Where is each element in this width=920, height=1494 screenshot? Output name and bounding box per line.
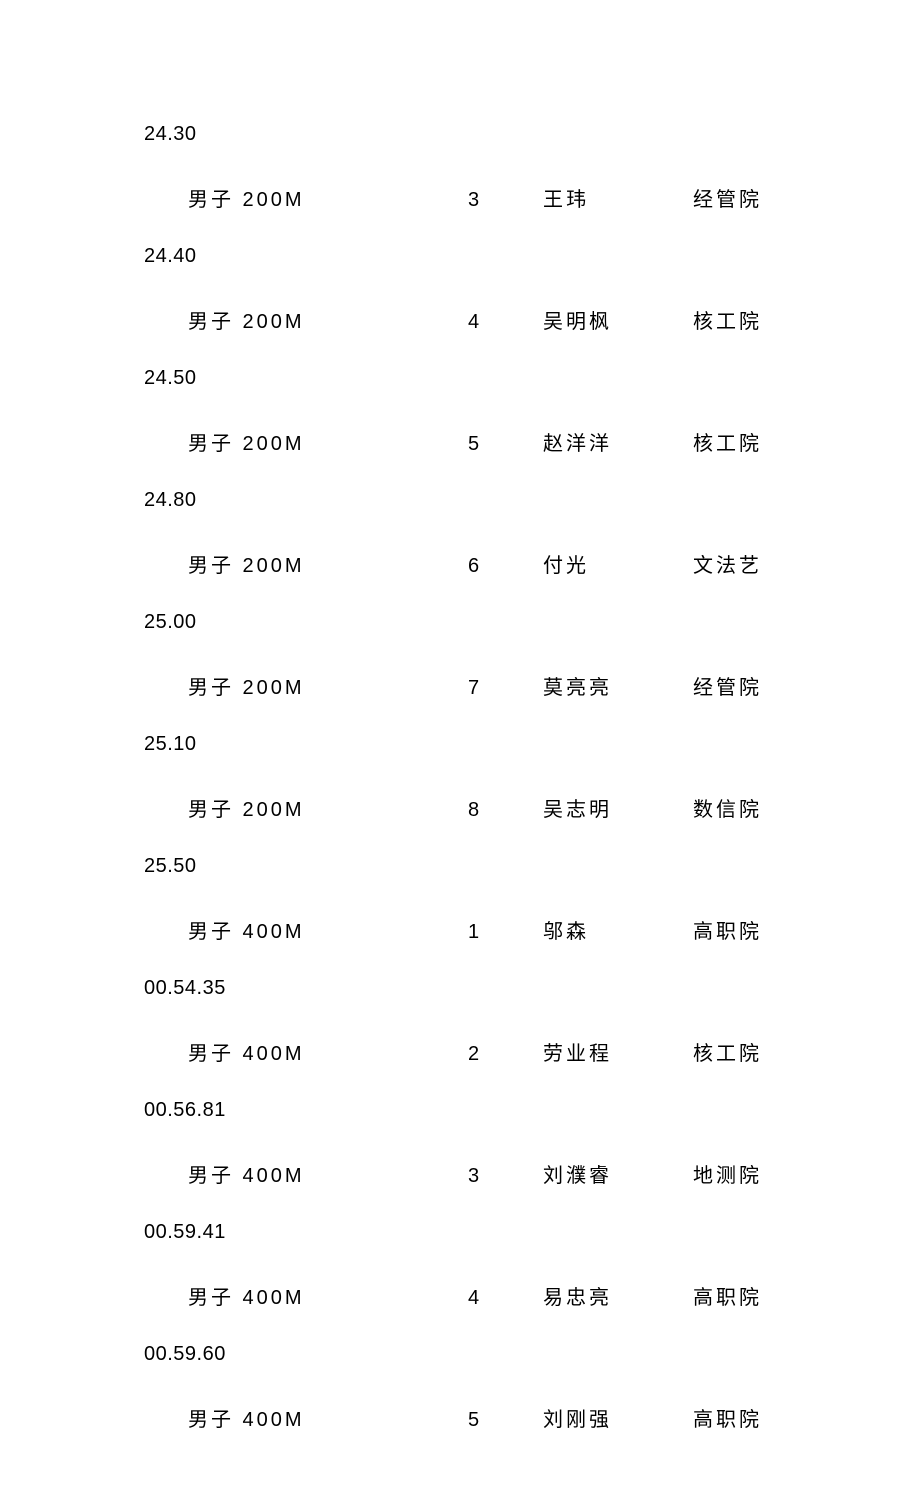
rank-cell: 5 xyxy=(468,430,543,458)
event-cell: 男子 200M xyxy=(188,186,468,214)
rank-cell: 2 xyxy=(468,1040,543,1068)
rank-cell: 4 xyxy=(468,1284,543,1312)
time-value: 00.59.41 xyxy=(60,1218,860,1246)
rank-cell: 8 xyxy=(468,796,543,824)
event-cell: 男子 200M xyxy=(188,796,468,824)
rank-cell: 7 xyxy=(468,674,543,702)
event-cell: 男子 400M xyxy=(188,1162,468,1190)
dept-cell: 文法艺 xyxy=(693,552,823,580)
dept-cell: 数信院 xyxy=(693,796,823,824)
leading-time-value: 24.30 xyxy=(60,120,860,148)
dept-cell: 经管院 xyxy=(693,674,823,702)
result-row: 男子 400M5刘刚强高职院 xyxy=(60,1406,860,1434)
result-row: 男子 400M2劳业程核工院 xyxy=(60,1040,860,1068)
rank-cell: 3 xyxy=(468,1162,543,1190)
name-cell: 易忠亮 xyxy=(543,1284,693,1312)
time-value: 25.00 xyxy=(60,608,860,636)
dept-cell: 高职院 xyxy=(693,918,823,946)
event-cell: 男子 400M xyxy=(188,1284,468,1312)
results-list: 男子 200M3王玮经管院24.40男子 200M4吴明枫核工院24.50男子 … xyxy=(60,186,860,1434)
time-value: 25.50 xyxy=(60,852,860,880)
result-row: 男子 200M7莫亮亮经管院 xyxy=(60,674,860,702)
name-cell: 吴明枫 xyxy=(543,308,693,336)
dept-cell: 地测院 xyxy=(693,1162,823,1190)
rank-cell: 3 xyxy=(468,186,543,214)
event-cell: 男子 400M xyxy=(188,1406,468,1434)
event-cell: 男子 400M xyxy=(188,1040,468,1068)
time-value: 00.59.60 xyxy=(60,1340,860,1368)
result-row: 男子 200M6付光文法艺 xyxy=(60,552,860,580)
rank-cell: 6 xyxy=(468,552,543,580)
rank-cell: 1 xyxy=(468,918,543,946)
result-row: 男子 200M5赵洋洋核工院 xyxy=(60,430,860,458)
name-cell: 劳业程 xyxy=(543,1040,693,1068)
dept-cell: 高职院 xyxy=(693,1284,823,1312)
time-value: 25.10 xyxy=(60,730,860,758)
result-row: 男子 200M8吴志明数信院 xyxy=(60,796,860,824)
rank-cell: 5 xyxy=(468,1406,543,1434)
result-row: 男子 200M4吴明枫核工院 xyxy=(60,308,860,336)
name-cell: 邬森 xyxy=(543,918,693,946)
result-row: 男子 200M3王玮经管院 xyxy=(60,186,860,214)
event-cell: 男子 200M xyxy=(188,308,468,336)
dept-cell: 高职院 xyxy=(693,1406,823,1434)
result-row: 男子 400M4易忠亮高职院 xyxy=(60,1284,860,1312)
name-cell: 赵洋洋 xyxy=(543,430,693,458)
results-page: 24.30 男子 200M3王玮经管院24.40男子 200M4吴明枫核工院24… xyxy=(0,0,920,1494)
dept-cell: 核工院 xyxy=(693,430,823,458)
dept-cell: 经管院 xyxy=(693,186,823,214)
name-cell: 刘刚强 xyxy=(543,1406,693,1434)
time-value: 00.54.35 xyxy=(60,974,860,1002)
dept-cell: 核工院 xyxy=(693,308,823,336)
event-cell: 男子 200M xyxy=(188,430,468,458)
dept-cell: 核工院 xyxy=(693,1040,823,1068)
event-cell: 男子 400M xyxy=(188,918,468,946)
time-value: 00.56.81 xyxy=(60,1096,860,1124)
result-row: 男子 400M1邬森高职院 xyxy=(60,918,860,946)
event-cell: 男子 200M xyxy=(188,552,468,580)
time-value: 24.40 xyxy=(60,242,860,270)
time-value: 24.80 xyxy=(60,486,860,514)
name-cell: 王玮 xyxy=(543,186,693,214)
name-cell: 吴志明 xyxy=(543,796,693,824)
name-cell: 刘濮睿 xyxy=(543,1162,693,1190)
time-value: 24.50 xyxy=(60,364,860,392)
event-cell: 男子 200M xyxy=(188,674,468,702)
name-cell: 付光 xyxy=(543,552,693,580)
result-row: 男子 400M3刘濮睿地测院 xyxy=(60,1162,860,1190)
rank-cell: 4 xyxy=(468,308,543,336)
name-cell: 莫亮亮 xyxy=(543,674,693,702)
